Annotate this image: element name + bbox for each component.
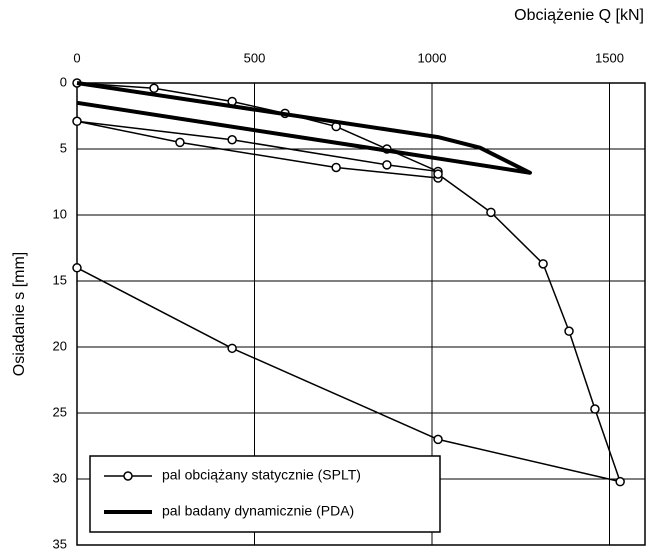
data-point	[538, 259, 548, 269]
x-tick-label: 1000	[418, 50, 447, 65]
x-tick-label: 500	[244, 50, 266, 65]
legend-label: pal badany dynamicznie (PDA)	[162, 503, 354, 519]
y-tick-label: 5	[60, 140, 67, 155]
y-tick-label: 20	[53, 338, 67, 353]
y-tick-label: 30	[53, 470, 67, 485]
legend: pal obciążany statycznie (SPLT) pal badan…	[89, 455, 441, 533]
data-point	[331, 162, 341, 173]
x-tick-label: 0	[73, 50, 80, 65]
data-point	[149, 83, 159, 94]
x-tick-label: 1500	[595, 50, 624, 65]
legend-label: pal obciążany statycznie (SPLT)	[162, 467, 361, 483]
legend-marker	[123, 471, 133, 481]
data-point	[590, 404, 600, 414]
data-point	[615, 476, 625, 487]
data-point	[382, 160, 392, 170]
y-tick-label: 35	[53, 536, 67, 551]
y-tick-label: 15	[53, 272, 67, 287]
y-tick-label: 25	[53, 404, 67, 419]
data-point	[72, 263, 82, 273]
data-point	[175, 137, 185, 148]
data-point	[486, 207, 496, 218]
data-point	[227, 343, 237, 354]
data-point	[72, 116, 82, 127]
series-line	[76, 81, 532, 175]
legend-box	[89, 455, 441, 533]
data-point	[433, 434, 443, 445]
y-axis-label: Osiadanie s [mm]	[11, 252, 28, 376]
x-axis-label: Obciążenie Q [kN]	[514, 7, 644, 24]
plot-frame	[76, 82, 646, 546]
data-point	[433, 169, 443, 179]
data-point	[227, 135, 237, 145]
y-tick-label: 10	[53, 206, 67, 221]
data-point	[564, 326, 574, 336]
y-tick-label: 0	[60, 74, 67, 89]
